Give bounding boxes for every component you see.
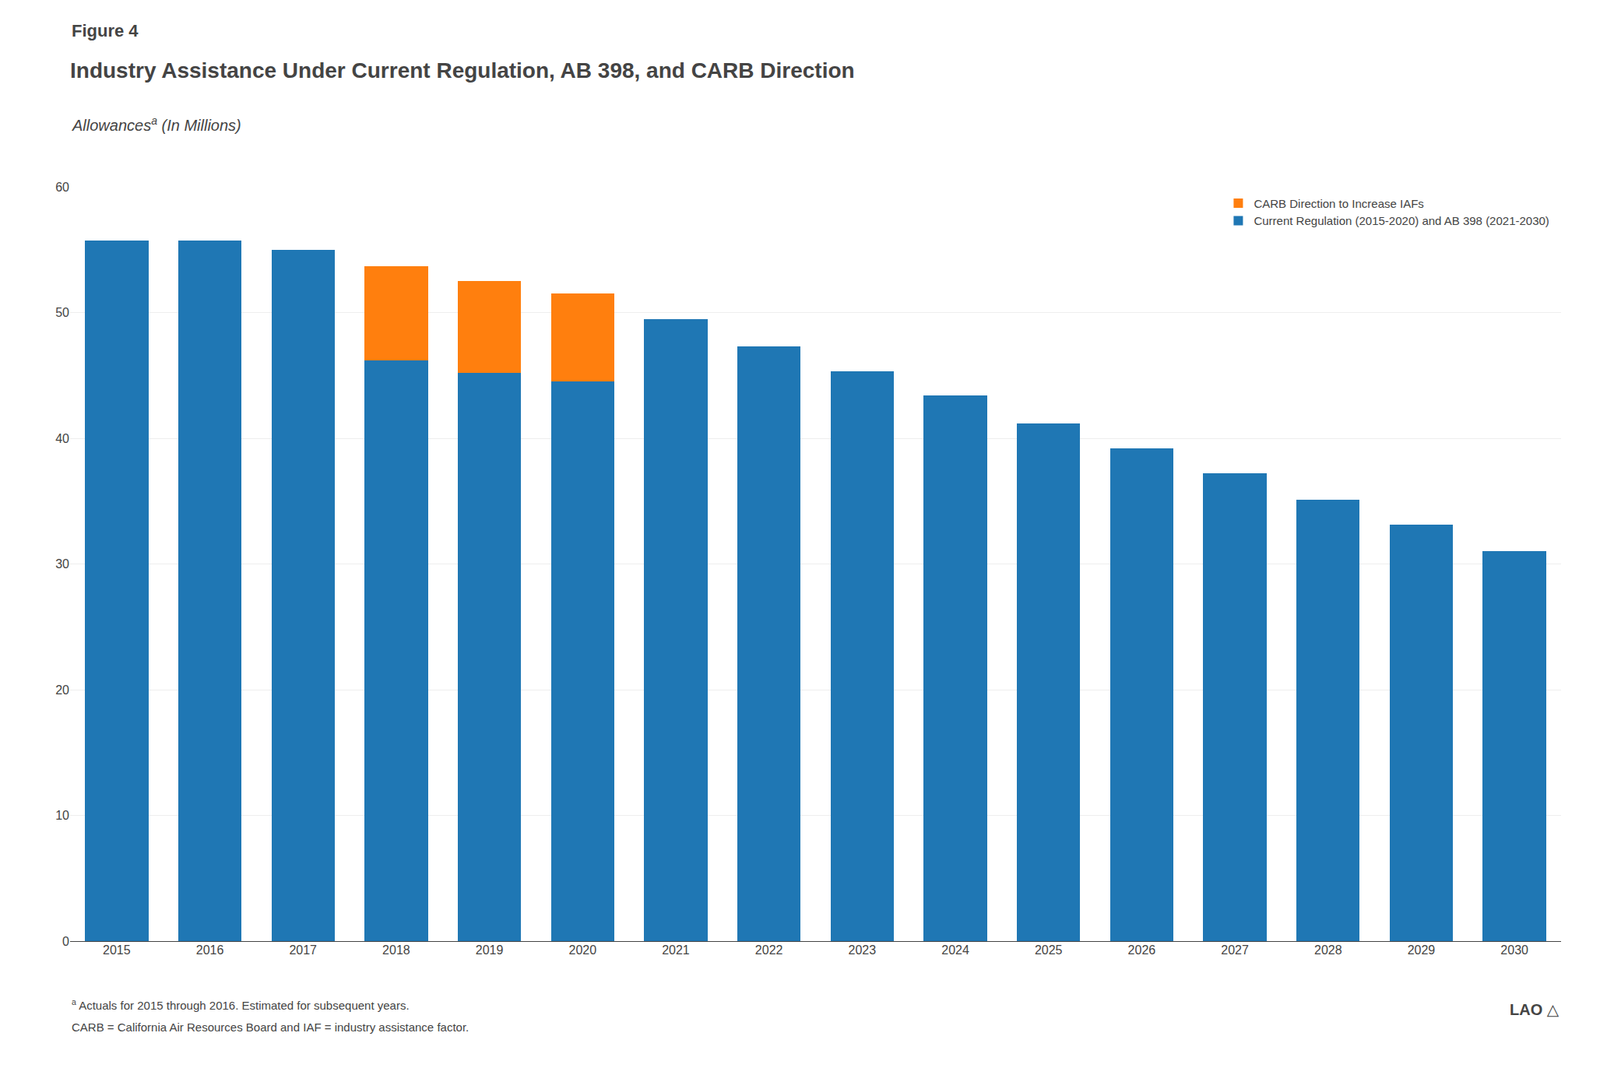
svg-text:0: 0	[62, 935, 70, 949]
svg-text:CARB Direction to Increase IAF: CARB Direction to Increase IAFs	[1253, 196, 1424, 211]
svg-text:Figure 4: Figure 4	[71, 21, 139, 41]
svg-text:2030: 2030	[1500, 943, 1529, 957]
svg-text:2018: 2018	[382, 943, 411, 957]
svg-text:2027: 2027	[1220, 943, 1249, 957]
svg-text:Current Regulation (2015-2020): Current Regulation (2015-2020) and AB 39…	[1253, 214, 1549, 228]
svg-text:2026: 2026	[1128, 943, 1157, 957]
svg-text:2019: 2019	[475, 943, 504, 957]
svg-text:60: 60	[55, 180, 70, 194]
svg-text:CARB = California Air Resource: CARB = California Air Resources Board an…	[71, 1020, 469, 1034]
svg-text:20: 20	[55, 683, 70, 697]
svg-text:Allowances​a​ (In Millions): Allowances​a​ (In Millions)	[71, 114, 242, 134]
svg-text:2025: 2025	[1034, 943, 1063, 957]
svg-text:LAO △: LAO △	[1509, 1001, 1560, 1019]
svg-text:30: 30	[55, 557, 70, 571]
svg-text:2015: 2015	[102, 943, 131, 957]
svg-text:2024: 2024	[941, 943, 970, 957]
svg-text:2020: 2020	[568, 943, 597, 957]
svg-text:10: 10	[55, 808, 70, 823]
svg-text:2028: 2028	[1314, 943, 1343, 957]
svg-text:2016: 2016	[196, 943, 225, 957]
svg-text:Industry Assistance Under Curr: Industry Assistance Under Current Regula…	[70, 58, 855, 83]
svg-text:2022: 2022	[755, 943, 784, 957]
svg-text:50: 50	[55, 305, 70, 320]
svg-text:2023: 2023	[848, 943, 877, 957]
svg-text:2029: 2029	[1407, 943, 1436, 957]
svg-text:2017: 2017	[288, 943, 317, 957]
svg-text:40: 40	[55, 432, 70, 446]
svg-text:​a​ Actuals for 2015 through 2: ​a​ Actuals for 2015 through 2016. Estim…	[71, 997, 410, 1013]
svg-text:2021: 2021	[661, 943, 690, 957]
